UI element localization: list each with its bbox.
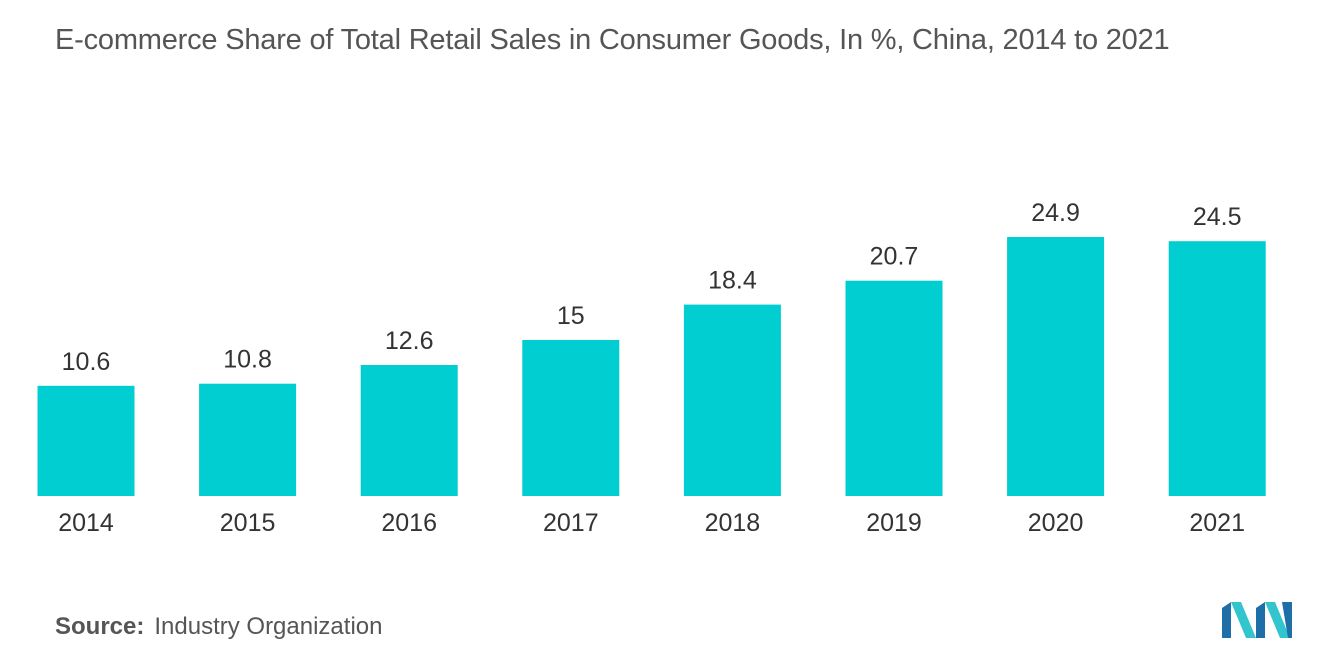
bar-2021 <box>1168 241 1266 496</box>
bar-2018 <box>683 304 781 496</box>
mordor-intelligence-logo-icon <box>1222 602 1292 643</box>
x-tick-label-2016: 2016 <box>381 509 437 537</box>
bar-2016 <box>360 365 458 496</box>
value-label-2018: 18.4 <box>708 267 757 295</box>
x-tick-label-2020: 2020 <box>1028 509 1084 537</box>
logo-right-stroke <box>1282 602 1292 638</box>
bar-2014 <box>37 385 135 496</box>
value-label-2021: 24.5 <box>1193 203 1242 231</box>
x-tick-label-2019: 2019 <box>866 509 922 537</box>
logo-right-diagonal <box>1265 602 1290 638</box>
x-tick-label-2021: 2021 <box>1189 509 1245 537</box>
source-text: Industry Organization <box>154 613 383 640</box>
x-tick-label-2018: 2018 <box>705 509 761 537</box>
x-tick-label-2015: 2015 <box>220 509 276 537</box>
logo-left-diagonal <box>1231 602 1256 638</box>
bar-2015 <box>199 383 297 496</box>
x-tick-label-2017: 2017 <box>543 509 599 537</box>
value-label-2020: 24.9 <box>1031 199 1080 227</box>
x-tick-label-2014: 2014 <box>58 509 114 537</box>
chart-title: E-commerce Share of Total Retail Sales i… <box>55 24 1170 56</box>
value-label-2019: 20.7 <box>870 243 919 271</box>
x-axis-tick-labels: 2014 2015 2016 2017 2018 2019 2020 2021 <box>58 509 1245 537</box>
bar-2017 <box>522 340 620 496</box>
logo-middle-stroke <box>1256 602 1265 638</box>
bar-2019 <box>845 280 943 496</box>
value-label-2014: 10.6 <box>62 348 111 376</box>
bars-group <box>37 237 1266 496</box>
logo-left-stroke <box>1222 602 1231 638</box>
value-label-2015: 10.8 <box>223 346 272 374</box>
value-label-2016: 12.6 <box>385 327 434 355</box>
source-label: Source: <box>55 613 145 640</box>
source-note: Source: Industry Organization <box>55 613 382 641</box>
bar-2020 <box>1007 237 1105 496</box>
value-label-2017: 15 <box>557 302 585 330</box>
value-labels-group: 10.6 10.8 12.6 15 18.4 20.7 24.9 24.5 <box>62 199 1242 376</box>
